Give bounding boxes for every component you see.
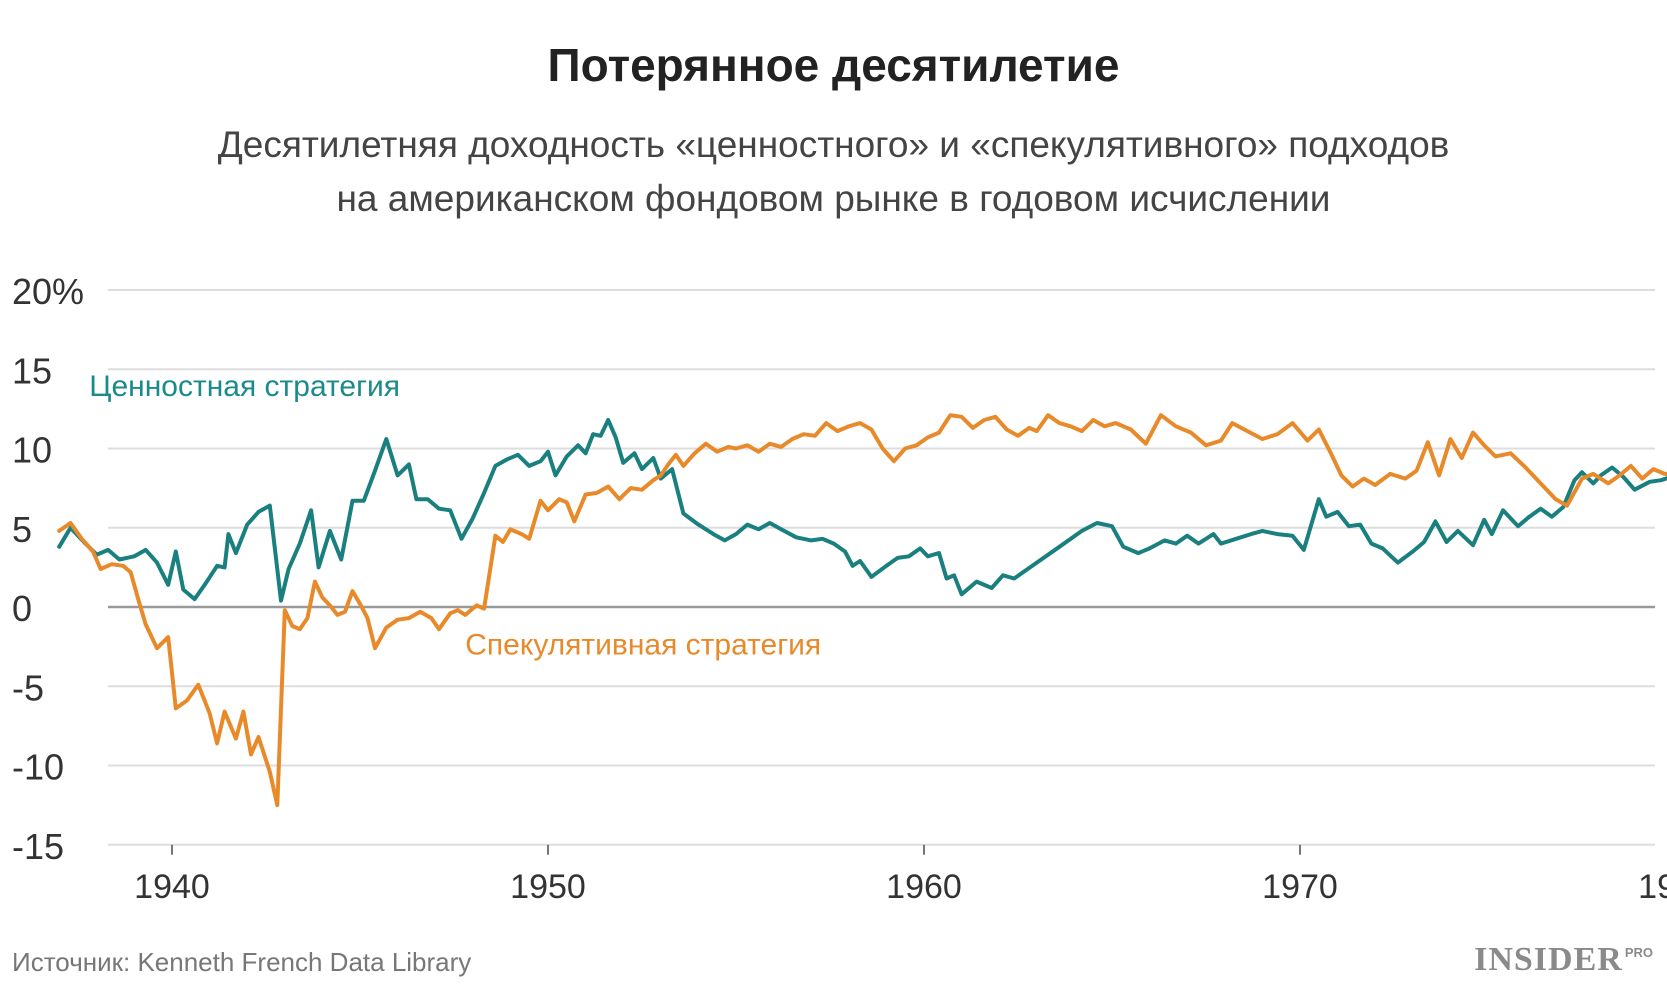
grid-layer	[108, 289, 1655, 846]
y-axis-ticks: 20% 15 10 5 0 -5 -10 -15	[12, 271, 84, 867]
y-tick-label: -10	[12, 747, 64, 788]
x-axis-ticks: 19401950196019701980199020002010	[134, 844, 1667, 906]
y-tick-label: 10	[12, 430, 52, 471]
logo-sup: PRO	[1624, 945, 1653, 960]
source-note: Источник: Kenneth French Data Library	[12, 947, 472, 977]
x-tick-label: 1940	[134, 868, 210, 906]
y-tick-label: 15	[12, 350, 52, 391]
chart-subtitle: Десятилетняя доходность «ценностного» и …	[0, 118, 1667, 226]
series-label-value: Ценностная стратегия	[89, 370, 400, 403]
y-tick-label: -15	[12, 826, 64, 867]
x-tick-label: 1950	[510, 868, 586, 906]
y-tick-label: -5	[12, 667, 44, 708]
series-layer	[57, 413, 1667, 808]
series-labels: Ценностная стратегия Спекулятивная страте…	[89, 370, 821, 661]
series-line-growth	[57, 413, 1667, 808]
chart-title: Потерянное десятилетие	[547, 39, 1120, 91]
logo-main: INSIDER	[1474, 941, 1623, 978]
subtitle-line-1: Десятилетняя доходность «ценностного» и …	[217, 124, 1450, 165]
y-tick-label: 5	[12, 509, 32, 550]
insider-pro-logo: INSIDER PRO	[1474, 941, 1653, 979]
y-tick-label: 20%	[12, 271, 84, 312]
series-label-growth: Спекулятивная стратегия	[465, 629, 821, 662]
x-tick-label: 1980	[1638, 868, 1667, 906]
y-tick-label: 0	[12, 588, 32, 629]
x-tick-label: 1960	[886, 868, 962, 906]
x-tick-label: 1970	[1262, 868, 1338, 906]
subtitle-line-2: на американском фондовом рынке в годовом…	[336, 178, 1331, 219]
series-line-value	[57, 418, 1667, 603]
